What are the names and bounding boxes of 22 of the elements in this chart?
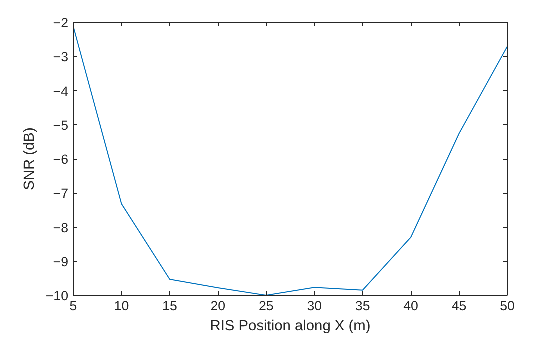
- x-tick-label: 20: [210, 298, 226, 314]
- y-tick-label: −9: [53, 254, 69, 270]
- y-tick-label: −2: [53, 16, 69, 30]
- x-tick-label: 25: [258, 298, 274, 314]
- y-tick-label: −10: [46, 288, 68, 304]
- x-tick-label: 10: [114, 298, 130, 314]
- x-axis-title: RIS Position along X (m): [210, 318, 371, 334]
- x-tick-label: 30: [307, 298, 322, 314]
- x-tick-label: 15: [162, 298, 178, 314]
- x-tick-label: 40: [404, 298, 418, 314]
- x-tick-label: 45: [452, 298, 467, 314]
- y-tick-label: −3: [53, 50, 69, 65]
- y-tick-label: −7: [53, 186, 69, 202]
- x-tick-label: 35: [355, 298, 370, 314]
- y-tick-label: −5: [53, 118, 69, 133]
- x-tick-label: 5: [70, 298, 78, 314]
- line-series: [74, 26, 508, 296]
- y-tick-label: −4: [53, 84, 70, 99]
- x-tick-label: 50: [500, 298, 515, 314]
- y-tick-label: −6: [53, 152, 69, 167]
- y-axis-title: SNR (dB): [22, 128, 38, 190]
- y-tick-label: −8: [53, 220, 69, 236]
